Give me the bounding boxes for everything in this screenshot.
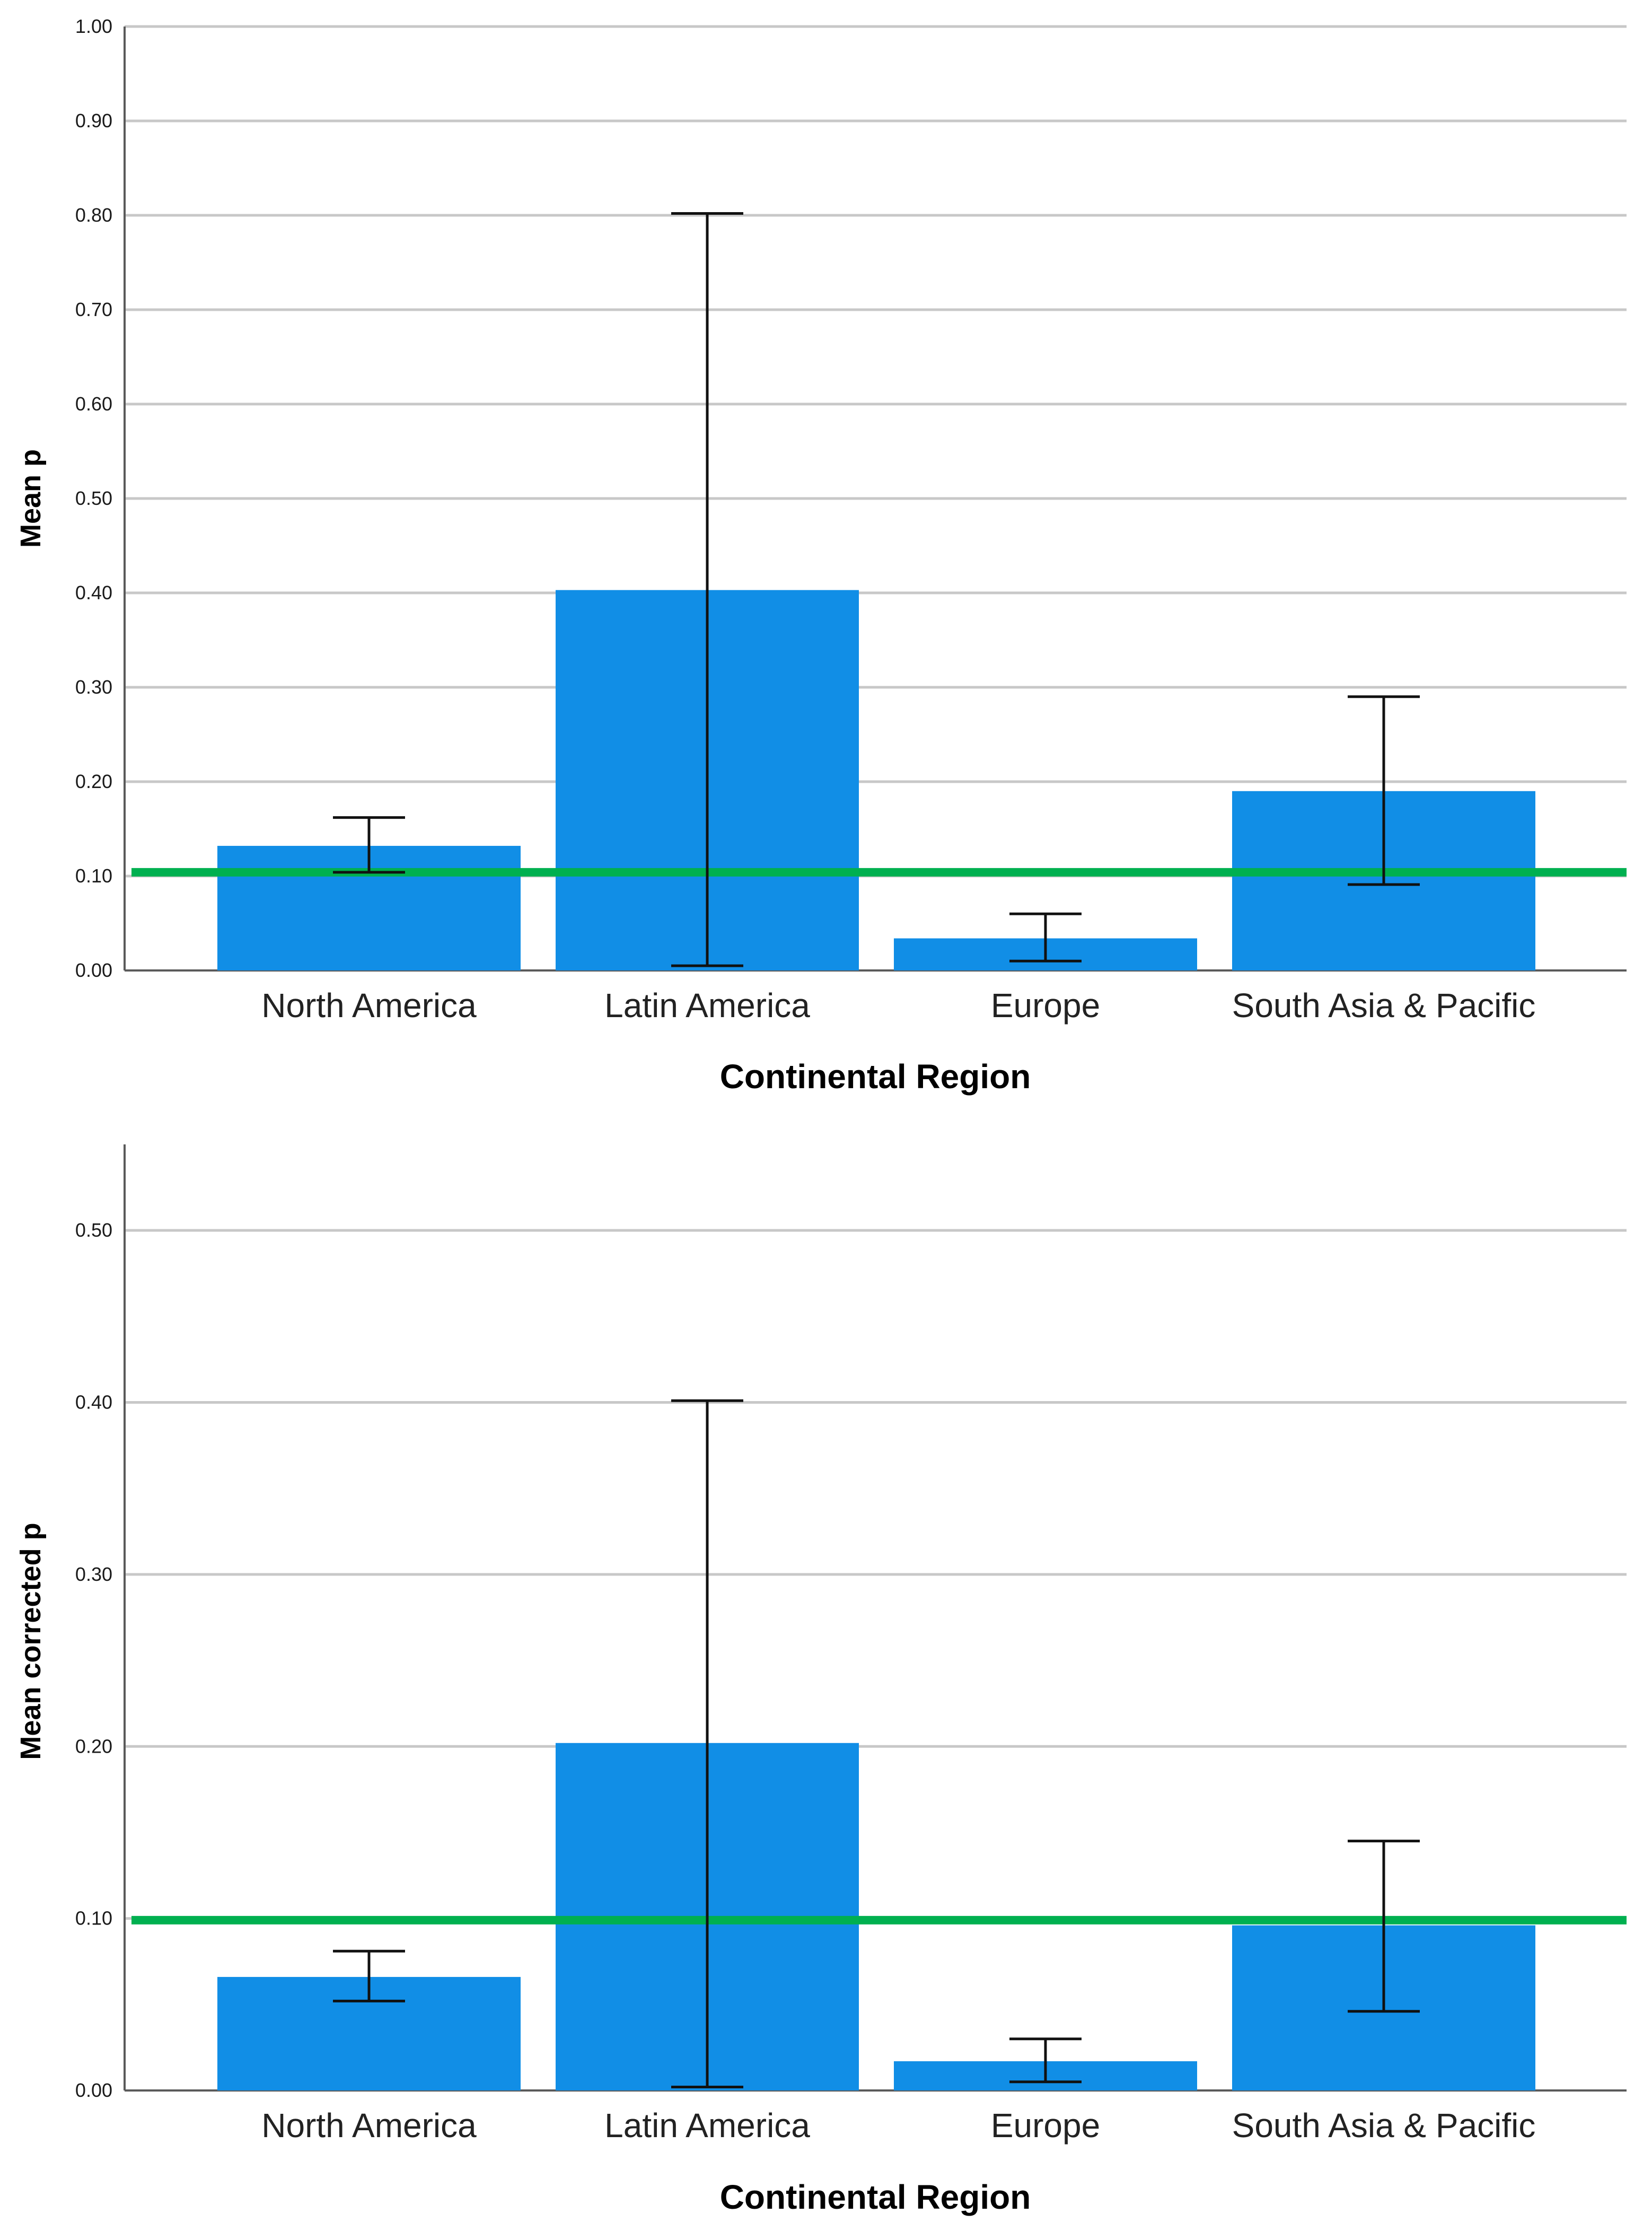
x-category-label: Latin America — [604, 986, 810, 1025]
y-tick-label: 0.80 — [75, 204, 112, 226]
x-category-label: Latin America — [604, 2106, 810, 2145]
y-tick-label: 0.20 — [75, 1735, 112, 1757]
x-category-label: South Asia & Pacific — [1232, 986, 1536, 1025]
error-bar — [671, 212, 743, 967]
y-tick-label: 0.70 — [75, 299, 112, 320]
x-category-label: South Asia & Pacific — [1232, 2106, 1536, 2145]
y-axis-title: Mean corrected p — [15, 1523, 47, 1760]
y-tick-label: 0.10 — [75, 865, 112, 887]
y-tick-label: 0.50 — [75, 1219, 112, 1241]
y-tick-label: 0.10 — [75, 1908, 112, 1929]
x-category-label: North America — [261, 986, 477, 1025]
x-axis-title: Continental Region — [720, 1057, 1031, 1096]
x-axis-title: Continental Region — [720, 2178, 1031, 2216]
x-category-label: Europe — [991, 2106, 1100, 2145]
chart-panel-2: 0.00 0.10 0.20 0.30 0.40 0.50 North America Lat… — [15, 1144, 1627, 2216]
y-tick-label: 0.50 — [75, 487, 112, 509]
y-tick-label: 0.90 — [75, 110, 112, 132]
error-bar — [1348, 695, 1420, 886]
y-tick-label: 0.00 — [75, 2079, 112, 2101]
y-tick-label: 0.40 — [75, 582, 112, 603]
y-tick-label: 0.00 — [75, 959, 112, 981]
error-bar — [333, 1949, 405, 2002]
error-bar — [333, 816, 405, 874]
x-category-label: North America — [261, 2106, 477, 2145]
error-bar — [1009, 2037, 1082, 2084]
y-tick-label: 0.30 — [75, 676, 112, 698]
y-tick-label: 0.20 — [75, 771, 112, 792]
error-bar — [671, 1399, 743, 2089]
y-axis-title: Mean p — [15, 449, 47, 548]
chart-panel-1: 0.00 0.10 0.20 0.30 0.40 0.50 0.60 0.70 0.80 0.90… — [15, 15, 1627, 1096]
y-tick-label: 0.40 — [75, 1392, 112, 1413]
error-bar — [1348, 1840, 1420, 2013]
x-category-label: Europe — [991, 986, 1100, 1025]
error-bar — [1009, 912, 1082, 963]
y-tick-label: 1.00 — [75, 15, 112, 37]
y-tick-label: 0.60 — [75, 393, 112, 415]
y-tick-label: 0.30 — [75, 1563, 112, 1585]
